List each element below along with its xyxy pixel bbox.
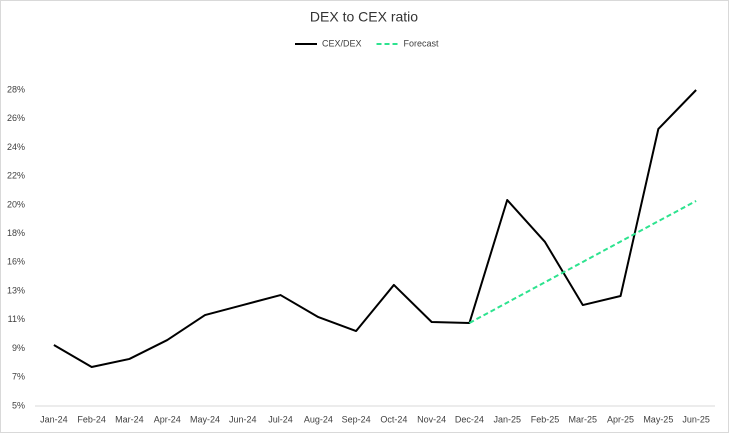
y-tick-label: 7% <box>12 372 25 382</box>
y-tick-label: 24% <box>7 142 25 152</box>
x-tick-label: Mar-25 <box>569 414 598 424</box>
y-tick-label: 28% <box>7 84 25 94</box>
x-tick-label: Jan-24 <box>40 414 68 424</box>
y-tick-label: 11% <box>8 314 25 324</box>
x-tick-label: May-24 <box>190 414 220 424</box>
series-line <box>53 89 697 369</box>
y-tick-label: 13% <box>7 285 25 295</box>
chart-title: DEX to CEX ratio <box>310 9 418 25</box>
series-line <box>468 200 697 324</box>
x-tick-label: Aug-24 <box>304 414 333 424</box>
x-tick-label: Nov-24 <box>417 414 446 424</box>
x-tick-label: Jun-25 <box>682 414 710 424</box>
x-tick-label: Feb-24 <box>77 414 106 424</box>
y-tick-label: 26% <box>7 113 25 123</box>
x-tick-label: Apr-25 <box>607 414 634 424</box>
x-tick-label: Jan-25 <box>493 414 521 424</box>
x-tick-label: May-25 <box>643 414 673 424</box>
x-tick-label: Sep-24 <box>342 414 371 424</box>
y-tick-label: 18% <box>7 228 25 238</box>
x-tick-label: Oct-24 <box>380 414 407 424</box>
x-tick-label: Feb-25 <box>531 414 560 424</box>
y-tick-label: 9% <box>12 343 25 353</box>
y-tick-label: 20% <box>7 199 25 209</box>
legend-label: CEX/DEX <box>322 38 362 48</box>
x-tick-label: Jun-24 <box>229 414 257 424</box>
legend-label: Forecast <box>404 38 440 48</box>
y-tick-label: 22% <box>7 171 25 181</box>
x-tick-label: Dec-24 <box>455 414 484 424</box>
x-tick-label: Jul-24 <box>268 414 293 424</box>
x-tick-label: Apr-24 <box>154 414 181 424</box>
x-tick-label: Mar-24 <box>115 414 144 424</box>
y-tick-label: 5% <box>12 400 25 410</box>
y-tick-label: 16% <box>7 257 25 267</box>
